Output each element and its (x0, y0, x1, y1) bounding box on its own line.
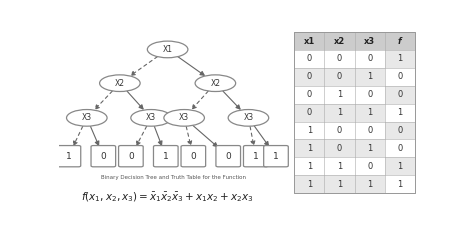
Bar (385, 86, 415, 104)
Text: 0: 0 (397, 72, 402, 81)
Bar (385, 50, 415, 68)
Bar (294, 104, 385, 122)
Text: X3: X3 (146, 113, 156, 122)
Text: X2: X2 (210, 79, 220, 88)
Bar (294, 122, 385, 139)
Bar (294, 86, 385, 104)
Text: 0: 0 (307, 55, 312, 64)
Bar (294, 32, 415, 193)
Bar (385, 139, 415, 157)
Bar (294, 175, 385, 193)
Text: 1: 1 (397, 180, 402, 189)
FancyBboxPatch shape (91, 146, 116, 167)
Text: X1: X1 (163, 45, 173, 54)
Bar (294, 50, 385, 68)
FancyBboxPatch shape (264, 146, 288, 167)
Text: 0: 0 (367, 126, 372, 135)
Text: 1: 1 (337, 90, 342, 99)
Text: X3: X3 (82, 113, 92, 122)
Text: 1: 1 (65, 152, 71, 161)
Text: 1: 1 (337, 108, 342, 117)
Text: 1: 1 (273, 152, 279, 161)
Text: 1: 1 (337, 162, 342, 171)
Ellipse shape (100, 75, 140, 91)
Text: 1: 1 (367, 108, 372, 117)
Text: 1: 1 (397, 108, 402, 117)
Text: 0: 0 (307, 90, 312, 99)
Text: x2: x2 (334, 36, 345, 46)
FancyBboxPatch shape (56, 146, 81, 167)
Text: 0: 0 (397, 90, 402, 99)
Text: 0: 0 (191, 152, 196, 161)
Ellipse shape (195, 75, 236, 91)
FancyBboxPatch shape (181, 146, 206, 167)
Text: 1: 1 (367, 180, 372, 189)
Text: 0: 0 (100, 152, 106, 161)
Ellipse shape (147, 41, 188, 58)
Bar (385, 68, 415, 86)
Ellipse shape (164, 109, 204, 126)
Text: 1: 1 (307, 162, 312, 171)
Text: X3: X3 (243, 113, 254, 122)
Text: 1: 1 (337, 180, 342, 189)
Text: $f(x_1, x_2, x_3) = \bar{x}_1\bar{x}_2\bar{x}_3 + x_1x_2 + x_2x_3$: $f(x_1, x_2, x_3) = \bar{x}_1\bar{x}_2\b… (81, 190, 254, 204)
Text: 1: 1 (367, 144, 372, 153)
Text: 1: 1 (397, 55, 402, 64)
Text: x3: x3 (364, 36, 375, 46)
Text: Binary Decision Tree and Truth Table for the Function: Binary Decision Tree and Truth Table for… (100, 175, 246, 180)
Ellipse shape (66, 109, 107, 126)
Text: X3: X3 (179, 113, 189, 122)
Bar (294, 68, 385, 86)
Text: 1: 1 (307, 144, 312, 153)
Text: 1: 1 (397, 162, 402, 171)
Text: 0: 0 (307, 72, 312, 81)
Text: 1: 1 (307, 126, 312, 135)
Text: 0: 0 (337, 126, 342, 135)
Text: 0: 0 (307, 108, 312, 117)
Text: 1: 1 (307, 180, 312, 189)
FancyBboxPatch shape (216, 146, 240, 167)
Text: 1: 1 (253, 152, 259, 161)
Bar (385, 157, 415, 175)
Ellipse shape (131, 109, 172, 126)
FancyBboxPatch shape (118, 146, 143, 167)
Text: 1: 1 (163, 152, 169, 161)
Text: 0: 0 (337, 55, 342, 64)
Text: X2: X2 (115, 79, 125, 88)
Text: 0: 0 (128, 152, 134, 161)
Text: 1: 1 (367, 72, 372, 81)
Text: 0: 0 (337, 72, 342, 81)
Bar (385, 175, 415, 193)
Bar (294, 139, 385, 157)
Ellipse shape (228, 109, 269, 126)
Bar (294, 157, 385, 175)
Text: 0: 0 (337, 144, 342, 153)
Text: f: f (398, 36, 401, 46)
Bar (385, 122, 415, 139)
Text: 0: 0 (367, 55, 372, 64)
Text: 0: 0 (397, 126, 402, 135)
Text: 0: 0 (397, 144, 402, 153)
Text: 0: 0 (367, 90, 372, 99)
Bar (294, 32, 415, 50)
FancyBboxPatch shape (154, 146, 178, 167)
Text: x1: x1 (304, 36, 315, 46)
Text: 0: 0 (367, 162, 372, 171)
FancyBboxPatch shape (244, 146, 268, 167)
Text: 0: 0 (225, 152, 231, 161)
Bar (385, 104, 415, 122)
